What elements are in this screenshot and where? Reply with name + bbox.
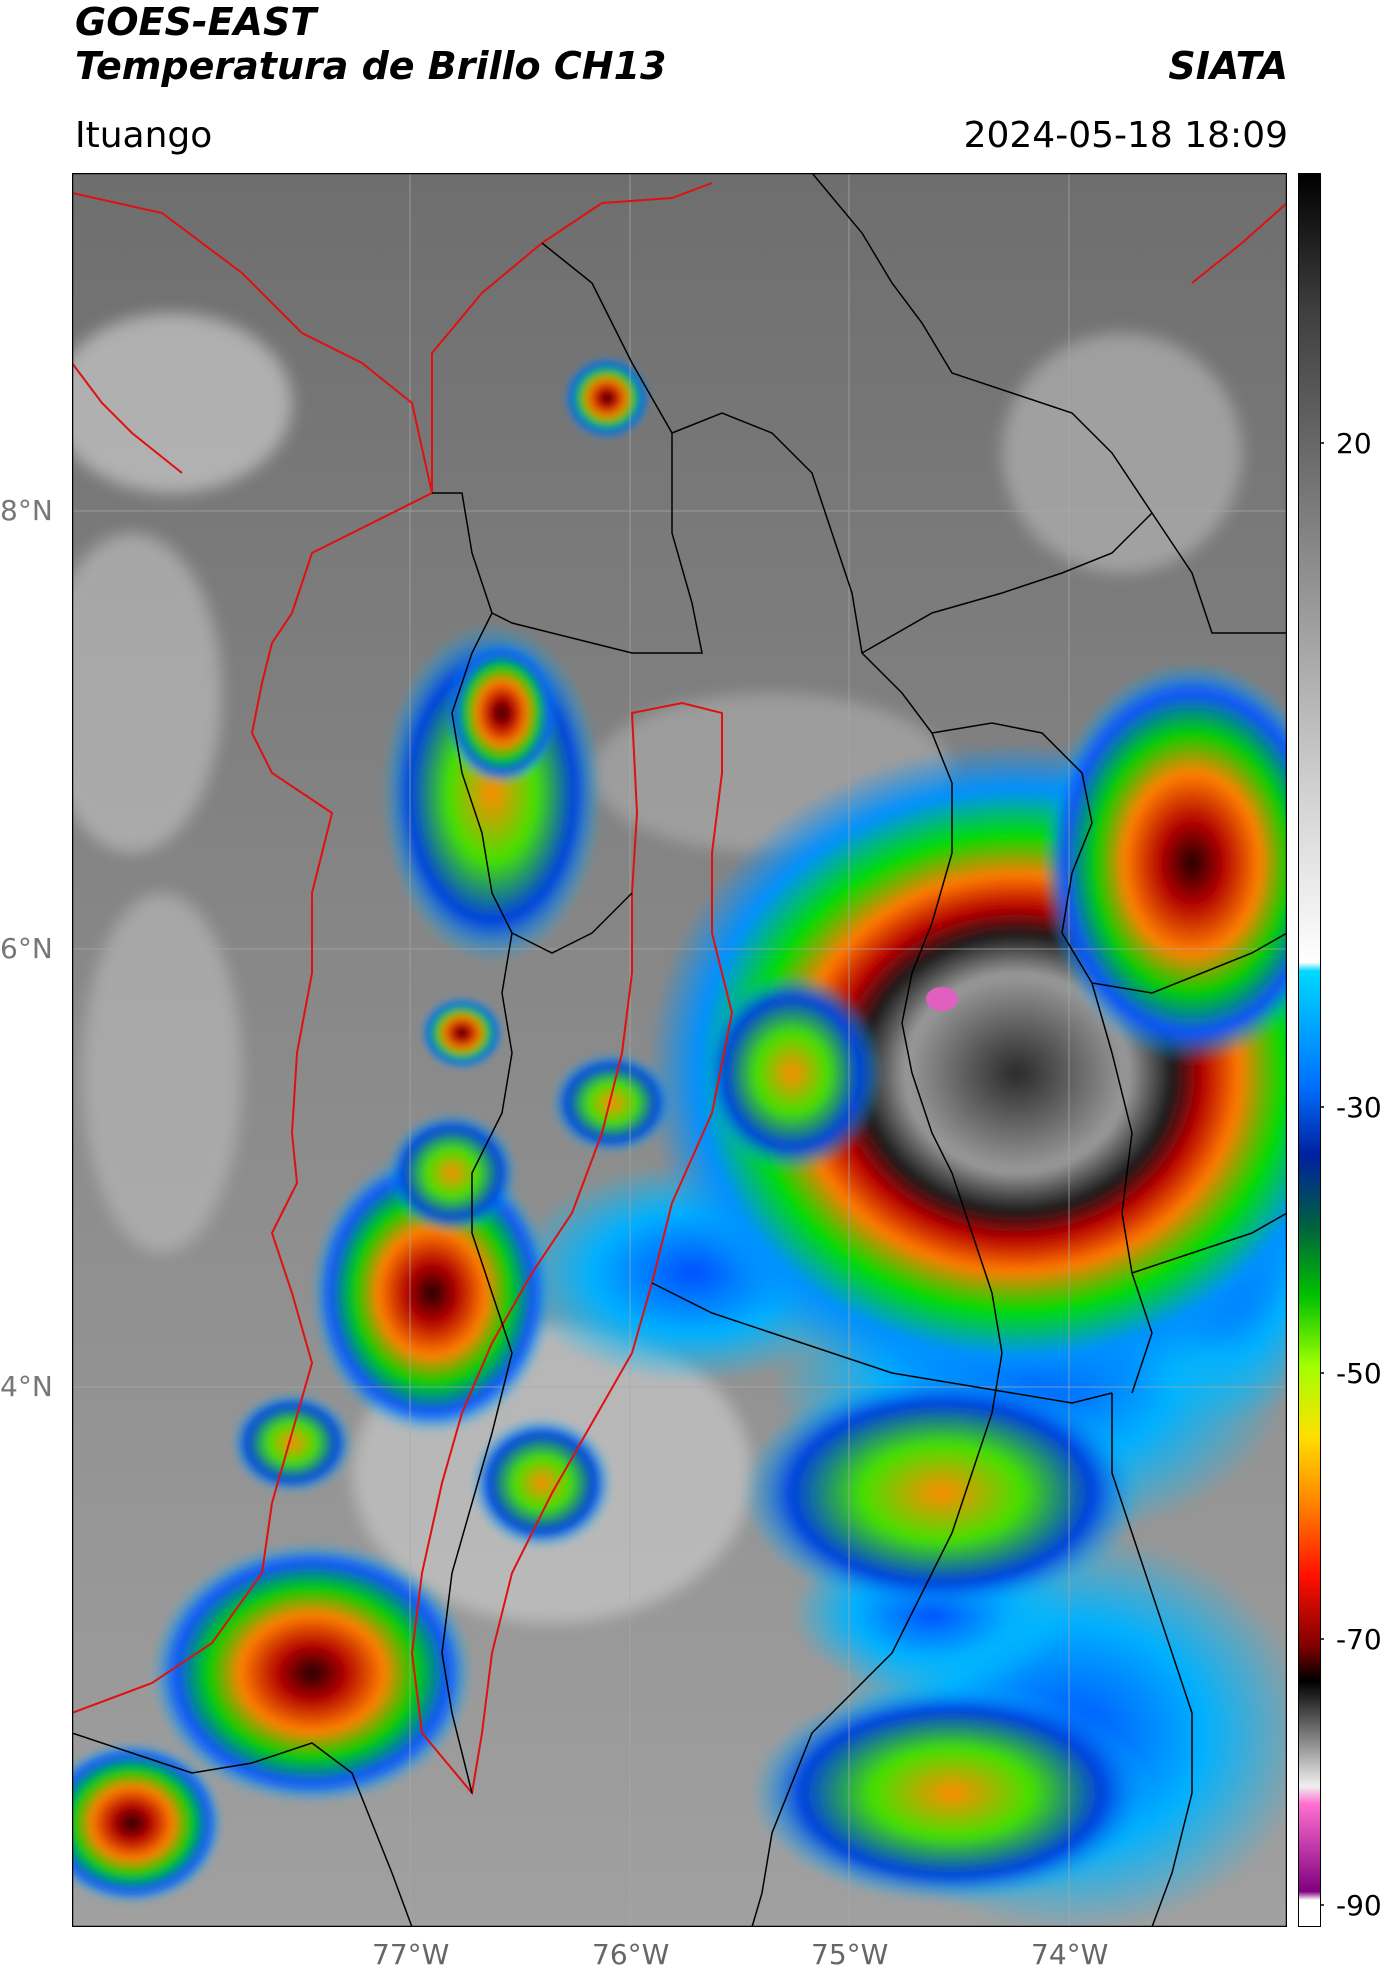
lat-label-6n: 6°N [0, 932, 53, 965]
map-frame [72, 173, 1287, 1927]
lat-label-8n: 8°N [0, 494, 53, 527]
colorbar-tick-neg70: -70 [1336, 1623, 1382, 1656]
lon-label-77w: 77°W [372, 1938, 450, 1971]
colorbar-tick-neg90: -90 [1336, 1889, 1382, 1922]
lon-label-76w: 76°W [592, 1938, 670, 1971]
region-label: Ituango [75, 115, 213, 156]
satellite-map [72, 173, 1287, 1927]
lat-label-4n: 4°N [0, 1370, 53, 1403]
colorbar [1298, 173, 1324, 1927]
organization-label: SIATA [1168, 44, 1288, 88]
lon-label-75w: 75°W [811, 1938, 889, 1971]
graticule [72, 173, 1287, 1927]
department-boundaries [72, 173, 1287, 1927]
lon-label-74w: 74°W [1031, 1938, 1109, 1971]
colorbar-tick-neg30: -30 [1336, 1091, 1382, 1124]
title-product: Temperatura de Brillo CH13 [75, 44, 667, 88]
title-satellite: GOES-EAST [75, 0, 317, 44]
overshooting-top [926, 987, 958, 1011]
colorbar-tick-20: 20 [1336, 427, 1372, 460]
timestamp-label: 2024-05-18 18:09 [963, 115, 1288, 156]
colorbar-tick-neg50: -50 [1336, 1357, 1382, 1390]
